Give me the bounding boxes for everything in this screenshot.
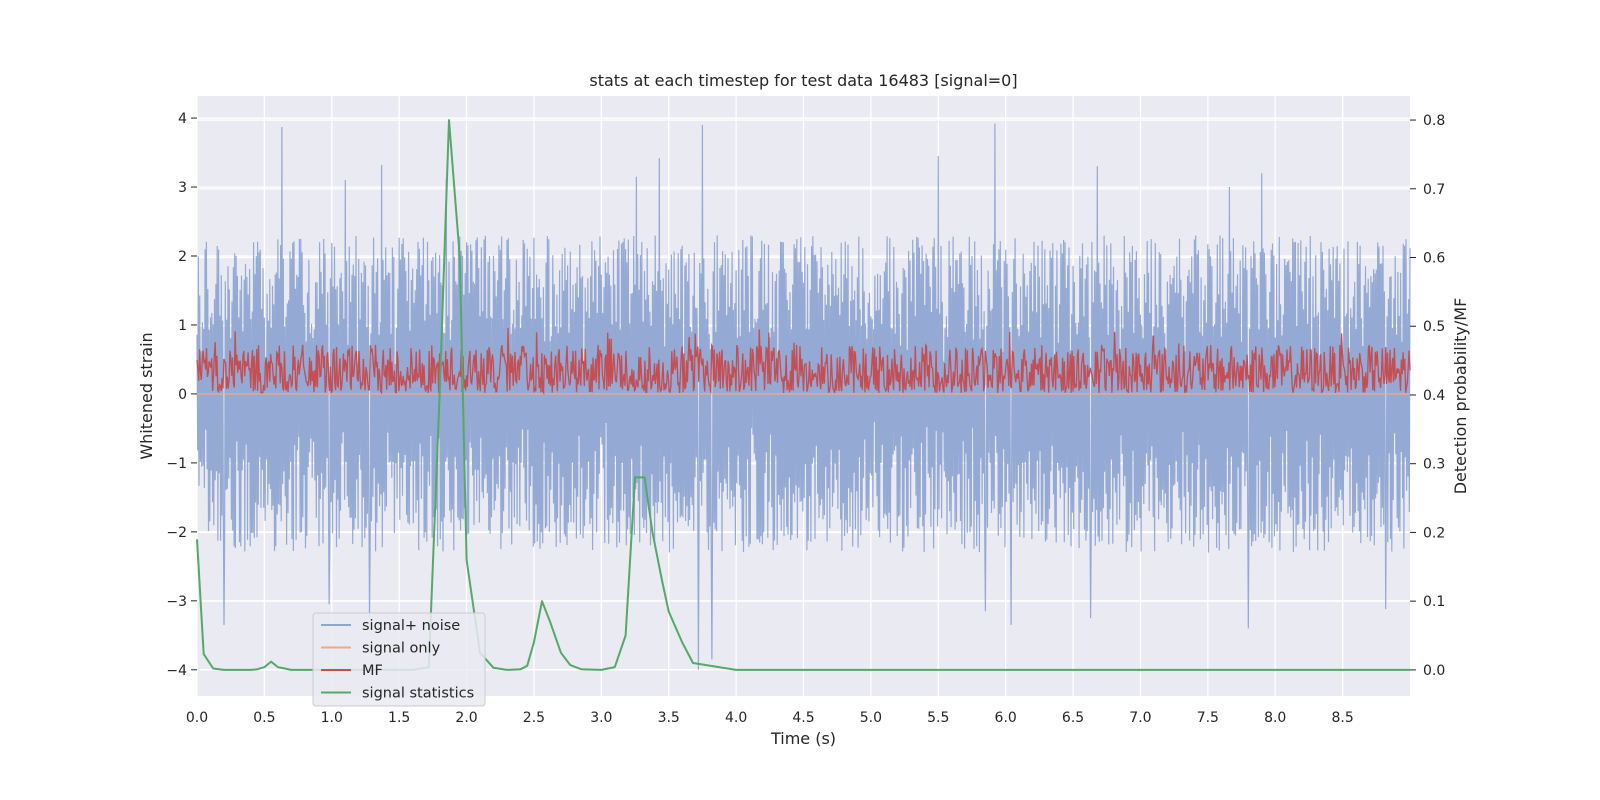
x-tick-label: 6.0 — [995, 710, 1017, 726]
x-tick-label: 6.5 — [1062, 710, 1084, 726]
x-tick-label: 5.0 — [860, 710, 882, 726]
series-signal-statistics-line — [196, 119, 1410, 671]
y-axis-label: Whitened strain — [137, 332, 156, 459]
legend-label: signal+ noise — [362, 618, 460, 634]
x-axis-label: Time (s) — [770, 729, 836, 748]
y-tick-label: 4 — [178, 111, 187, 127]
y2-axis-label: Detection probability/MF — [1451, 298, 1470, 495]
x-tick-label: 8.0 — [1264, 710, 1286, 726]
y-tick-label: 0 — [178, 387, 187, 403]
y2-tick-label: 0.5 — [1423, 319, 1445, 335]
x-tick-label: 8.5 — [1331, 710, 1353, 726]
chart-title: stats at each timestep for test data 164… — [589, 71, 1017, 90]
data-layer — [196, 119, 1411, 671]
x-tick-label: 4.5 — [792, 710, 814, 726]
legend-box — [312, 612, 486, 707]
y-tick-label: 2 — [178, 249, 187, 265]
x-tick-label: 4.0 — [725, 710, 747, 726]
x-tick-label: 2.0 — [455, 710, 477, 726]
series-signal-noise-line — [196, 123, 1411, 670]
legend: signal+ noise signal only MF signal statist… — [312, 612, 486, 707]
x-tick-label: 7.5 — [1197, 710, 1219, 726]
legend-label: signal only — [362, 641, 441, 657]
series-mf-line — [196, 327, 1411, 396]
y2-tick-label: 0.4 — [1423, 388, 1445, 404]
x-tick-label: 0.0 — [186, 710, 208, 726]
y-tick-label: 3 — [178, 180, 187, 196]
x-tick-label: 1.0 — [321, 710, 343, 726]
y2-tick-label: 0.6 — [1423, 251, 1445, 267]
legend-label: signal statistics — [362, 686, 474, 702]
x-tick-label: 7.0 — [1129, 710, 1151, 726]
legend-label: MF — [362, 663, 383, 679]
y-tick-label: −1 — [166, 456, 187, 472]
y-tick-label: 1 — [178, 318, 187, 334]
x-tick-label: 5.5 — [927, 710, 949, 726]
x-tick-label: 2.5 — [523, 710, 545, 726]
y2-tick-label: 0.0 — [1423, 663, 1445, 679]
y-tick-label: −4 — [166, 663, 187, 679]
y2-tick-label: 0.7 — [1423, 182, 1445, 198]
y-tick-label: −3 — [166, 594, 187, 610]
y2-tick-label: 0.1 — [1423, 594, 1445, 610]
y2-tick-label: 0.8 — [1423, 113, 1445, 129]
x-tick-label: 1.5 — [388, 710, 410, 726]
y-tick-label: −2 — [166, 525, 187, 541]
x-tick-label: 3.0 — [590, 710, 612, 726]
x-tick-label: 3.5 — [658, 710, 680, 726]
y2-tick-label: 0.2 — [1423, 525, 1445, 541]
y2-tick-label: 0.3 — [1423, 457, 1445, 473]
x-tick-label: 0.5 — [253, 710, 275, 726]
tick-labels: 0.0 0.5 1.0 1.5 2.0 2.5 3.0 3.5 4.0 4.5 5.0 5.5 6.0 6… — [166, 111, 1445, 726]
